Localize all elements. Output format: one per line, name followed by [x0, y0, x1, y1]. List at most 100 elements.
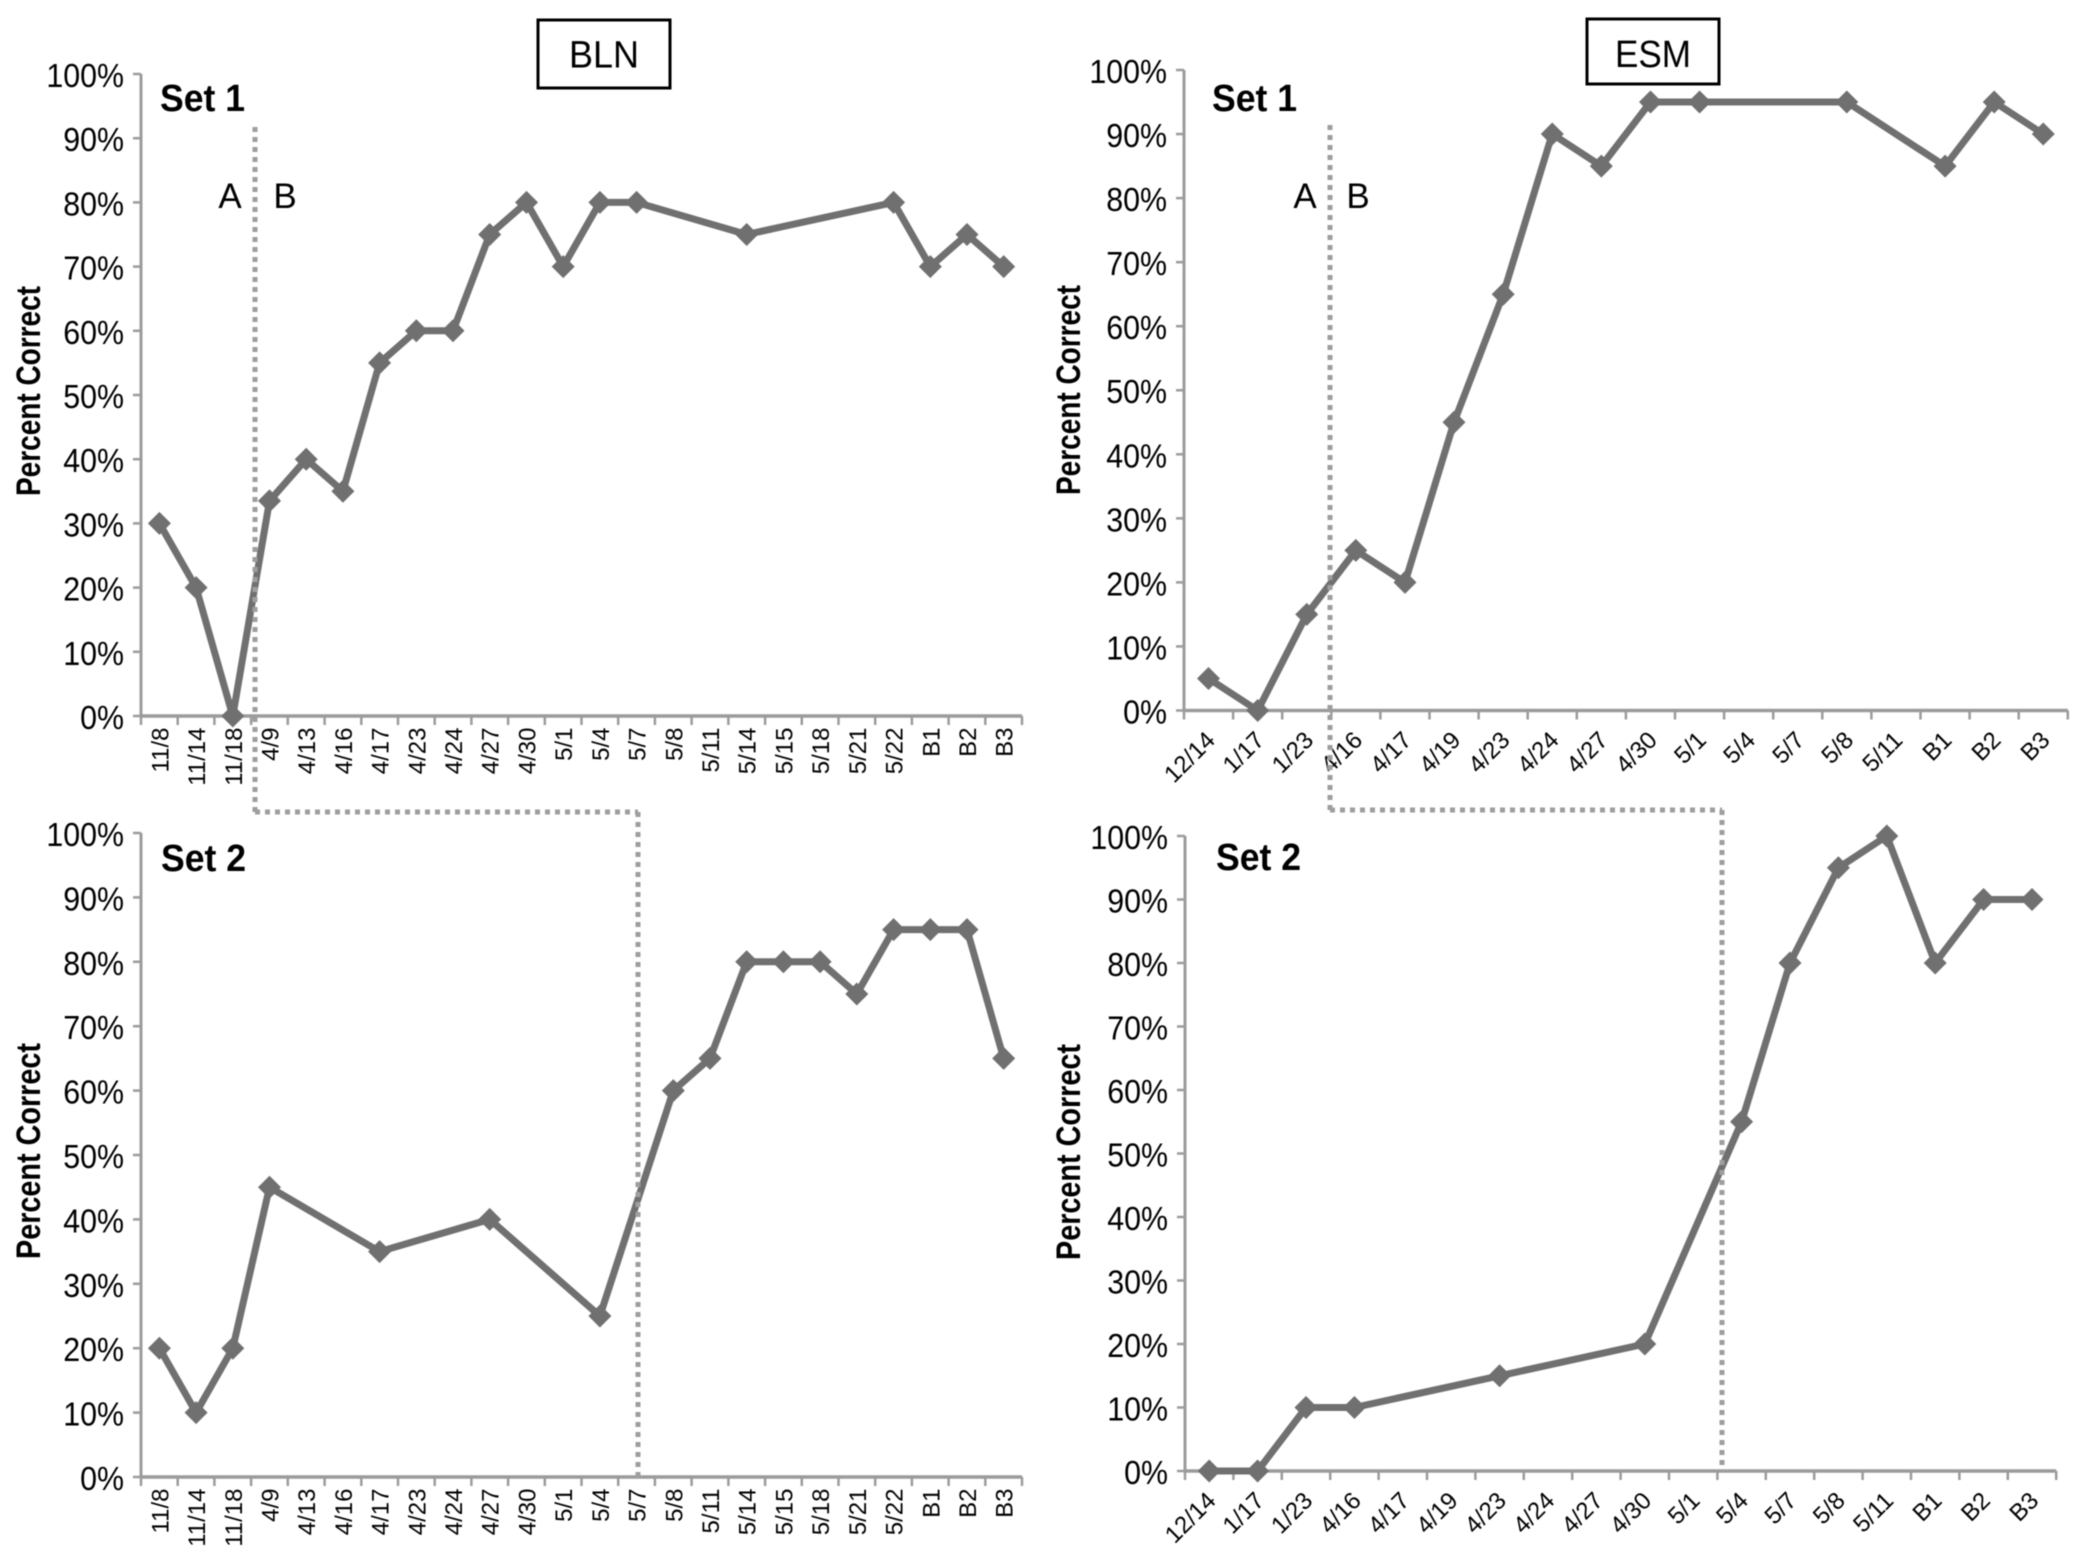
svg-text:ESM: ESM [1615, 34, 1691, 76]
svg-text:5/1: 5/1 [551, 1489, 578, 1522]
svg-text:30%: 30% [63, 1267, 124, 1304]
svg-text:Percent Correct: Percent Correct [1050, 1044, 1088, 1260]
svg-text:Set 2: Set 2 [1216, 837, 1301, 879]
svg-text:11/18: 11/18 [221, 728, 248, 786]
svg-text:Percent Correct: Percent Correct [10, 286, 48, 496]
svg-text:4/17: 4/17 [368, 1489, 395, 1536]
svg-text:100%: 100% [46, 57, 124, 94]
svg-text:70%: 70% [1107, 1010, 1168, 1047]
svg-text:60%: 60% [63, 1074, 124, 1111]
svg-text:0%: 0% [1124, 1454, 1168, 1491]
svg-text:B2: B2 [955, 1489, 982, 1518]
svg-text:90%: 90% [63, 880, 124, 917]
svg-text:80%: 80% [63, 945, 124, 982]
svg-text:Set 1: Set 1 [1212, 78, 1297, 120]
svg-text:10%: 10% [1107, 1391, 1168, 1428]
svg-text:5/14: 5/14 [735, 728, 762, 775]
svg-text:A: A [218, 177, 242, 216]
svg-text:40%: 40% [1107, 1200, 1168, 1237]
svg-text:B: B [273, 177, 296, 216]
svg-text:4/9: 4/9 [258, 728, 285, 761]
svg-text:B3: B3 [992, 727, 1019, 756]
svg-text:B3: B3 [992, 1489, 1019, 1518]
svg-text:B: B [1346, 177, 1369, 216]
svg-text:100%: 100% [1089, 53, 1167, 90]
svg-text:5/11: 5/11 [698, 1489, 725, 1534]
svg-text:90%: 90% [1107, 883, 1168, 920]
svg-text:70%: 70% [63, 250, 124, 287]
svg-text:70%: 70% [1106, 245, 1167, 282]
svg-text:10%: 10% [63, 635, 124, 672]
svg-text:11/18: 11/18 [221, 1489, 248, 1547]
svg-text:Set 2: Set 2 [161, 838, 246, 880]
svg-text:40%: 40% [63, 1202, 124, 1239]
svg-text:20%: 20% [63, 571, 124, 608]
svg-text:11/8: 11/8 [147, 1489, 174, 1534]
svg-text:40%: 40% [63, 442, 124, 479]
svg-text:5/15: 5/15 [771, 728, 798, 775]
svg-text:11/14: 11/14 [184, 1489, 211, 1547]
svg-text:10%: 10% [1106, 630, 1167, 667]
svg-text:Percent Correct: Percent Correct [1050, 285, 1088, 495]
svg-text:100%: 100% [1090, 819, 1168, 856]
svg-text:4/13: 4/13 [294, 728, 321, 775]
svg-text:Set 1: Set 1 [160, 78, 245, 120]
svg-text:5/18: 5/18 [808, 728, 835, 775]
svg-text:5/8: 5/8 [661, 728, 688, 761]
svg-text:5/8: 5/8 [661, 1489, 688, 1522]
svg-text:4/16: 4/16 [331, 728, 358, 775]
svg-text:Percent Correct: Percent Correct [10, 1043, 48, 1259]
svg-text:0%: 0% [1123, 694, 1167, 731]
svg-text:5/21: 5/21 [845, 728, 872, 775]
svg-text:50%: 50% [1106, 373, 1167, 410]
svg-text:A: A [1293, 177, 1317, 216]
svg-text:30%: 30% [1106, 501, 1167, 538]
svg-text:4/24: 4/24 [441, 1489, 468, 1536]
svg-text:60%: 60% [63, 314, 124, 351]
svg-text:5/21: 5/21 [845, 1489, 872, 1536]
svg-text:50%: 50% [63, 1138, 124, 1175]
svg-text:4/24: 4/24 [441, 728, 468, 775]
svg-text:5/1: 5/1 [551, 728, 578, 761]
svg-text:60%: 60% [1106, 309, 1167, 346]
svg-text:0%: 0% [80, 1460, 124, 1497]
svg-text:5/22: 5/22 [882, 728, 909, 775]
svg-text:B2: B2 [955, 728, 982, 757]
svg-text:5/7: 5/7 [625, 728, 652, 761]
svg-text:4/16: 4/16 [331, 1489, 358, 1536]
svg-text:5/4: 5/4 [588, 728, 615, 761]
svg-text:100%: 100% [46, 816, 124, 853]
svg-text:20%: 20% [1107, 1327, 1168, 1364]
svg-text:5/15: 5/15 [771, 1489, 798, 1536]
svg-text:4/30: 4/30 [515, 1489, 542, 1536]
svg-text:90%: 90% [1106, 117, 1167, 154]
svg-text:4/27: 4/27 [478, 1489, 505, 1536]
svg-text:20%: 20% [63, 1331, 124, 1368]
svg-text:4/27: 4/27 [478, 728, 505, 775]
svg-text:30%: 30% [63, 506, 124, 543]
svg-text:5/14: 5/14 [735, 1489, 762, 1536]
svg-text:80%: 80% [1107, 946, 1168, 983]
svg-text:50%: 50% [1107, 1137, 1168, 1174]
svg-text:11/8: 11/8 [147, 728, 174, 773]
svg-text:60%: 60% [1107, 1073, 1168, 1110]
svg-text:5/11: 5/11 [698, 728, 725, 773]
svg-text:50%: 50% [63, 378, 124, 415]
svg-text:5/22: 5/22 [882, 1489, 909, 1536]
svg-text:4/9: 4/9 [258, 1489, 285, 1522]
svg-text:70%: 70% [63, 1009, 124, 1046]
svg-text:40%: 40% [1106, 437, 1167, 474]
svg-text:10%: 10% [63, 1396, 124, 1433]
svg-text:B1: B1 [918, 1489, 945, 1518]
svg-text:0%: 0% [80, 699, 124, 736]
svg-text:B1: B1 [918, 728, 945, 757]
svg-text:30%: 30% [1107, 1264, 1168, 1301]
svg-text:90%: 90% [63, 121, 124, 158]
svg-text:80%: 80% [1106, 181, 1167, 218]
svg-text:5/7: 5/7 [625, 1489, 652, 1522]
svg-text:80%: 80% [63, 185, 124, 222]
svg-text:4/17: 4/17 [368, 728, 395, 775]
svg-text:BLN: BLN [569, 35, 639, 77]
svg-text:4/23: 4/23 [404, 728, 431, 775]
svg-text:5/4: 5/4 [588, 1489, 615, 1522]
